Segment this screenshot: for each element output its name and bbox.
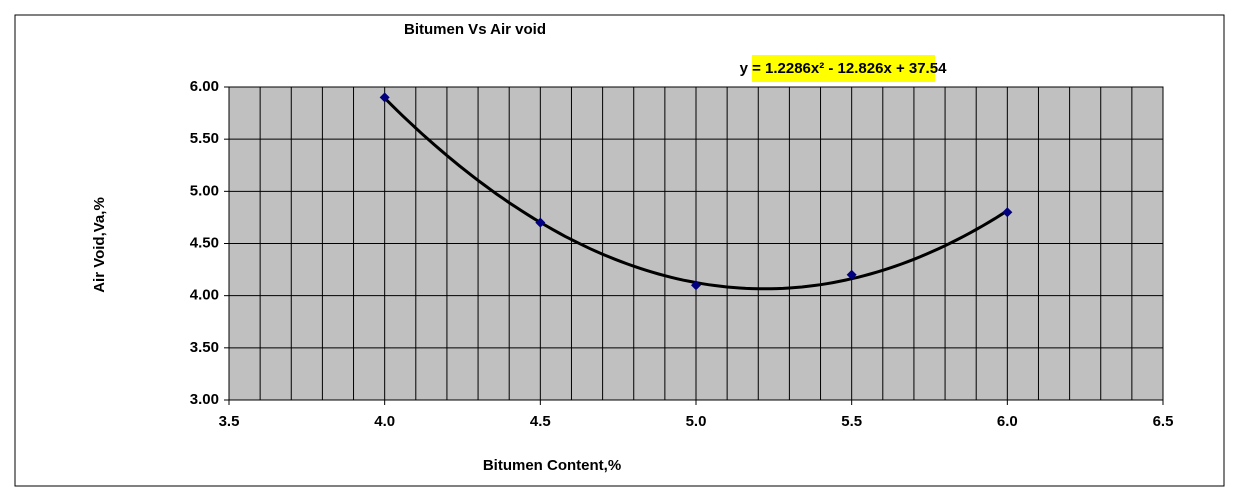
x-tick-label: 5.5 bbox=[841, 413, 862, 430]
equation-box bbox=[752, 55, 935, 82]
point bbox=[846, 269, 857, 280]
x-tick-label: 6.0 bbox=[997, 413, 1018, 430]
y-tick-label: 3.00 bbox=[190, 391, 219, 408]
y-tick-label: 5.00 bbox=[190, 182, 219, 199]
point bbox=[379, 92, 390, 103]
x-tick-label: 3.5 bbox=[219, 413, 240, 430]
trendline-equation: y = 1.2286x² - 12.826x + 37.54 bbox=[740, 60, 947, 77]
x-tick-label: 4.5 bbox=[530, 413, 551, 430]
y-tick-label: 5.50 bbox=[190, 130, 219, 147]
plot-border bbox=[228, 86, 1164, 401]
point bbox=[535, 217, 546, 228]
point bbox=[1002, 207, 1013, 218]
y-tick-label: 6.00 bbox=[190, 78, 219, 95]
x-tick-label: 5.0 bbox=[686, 413, 707, 430]
y-tick-label: 4.00 bbox=[190, 287, 219, 304]
chart-title: Bitumen Vs Air void bbox=[404, 21, 546, 38]
y-tick-label: 4.50 bbox=[190, 234, 219, 251]
x-tick-label: 4.0 bbox=[374, 413, 395, 430]
x-tick-label: 6.5 bbox=[1153, 413, 1174, 430]
point bbox=[691, 280, 701, 291]
x-axis-label: Bitumen Content,% bbox=[483, 457, 621, 474]
y-axis-label: Air Void,Va,% bbox=[91, 197, 108, 293]
y-tick-label: 3.50 bbox=[190, 339, 219, 356]
